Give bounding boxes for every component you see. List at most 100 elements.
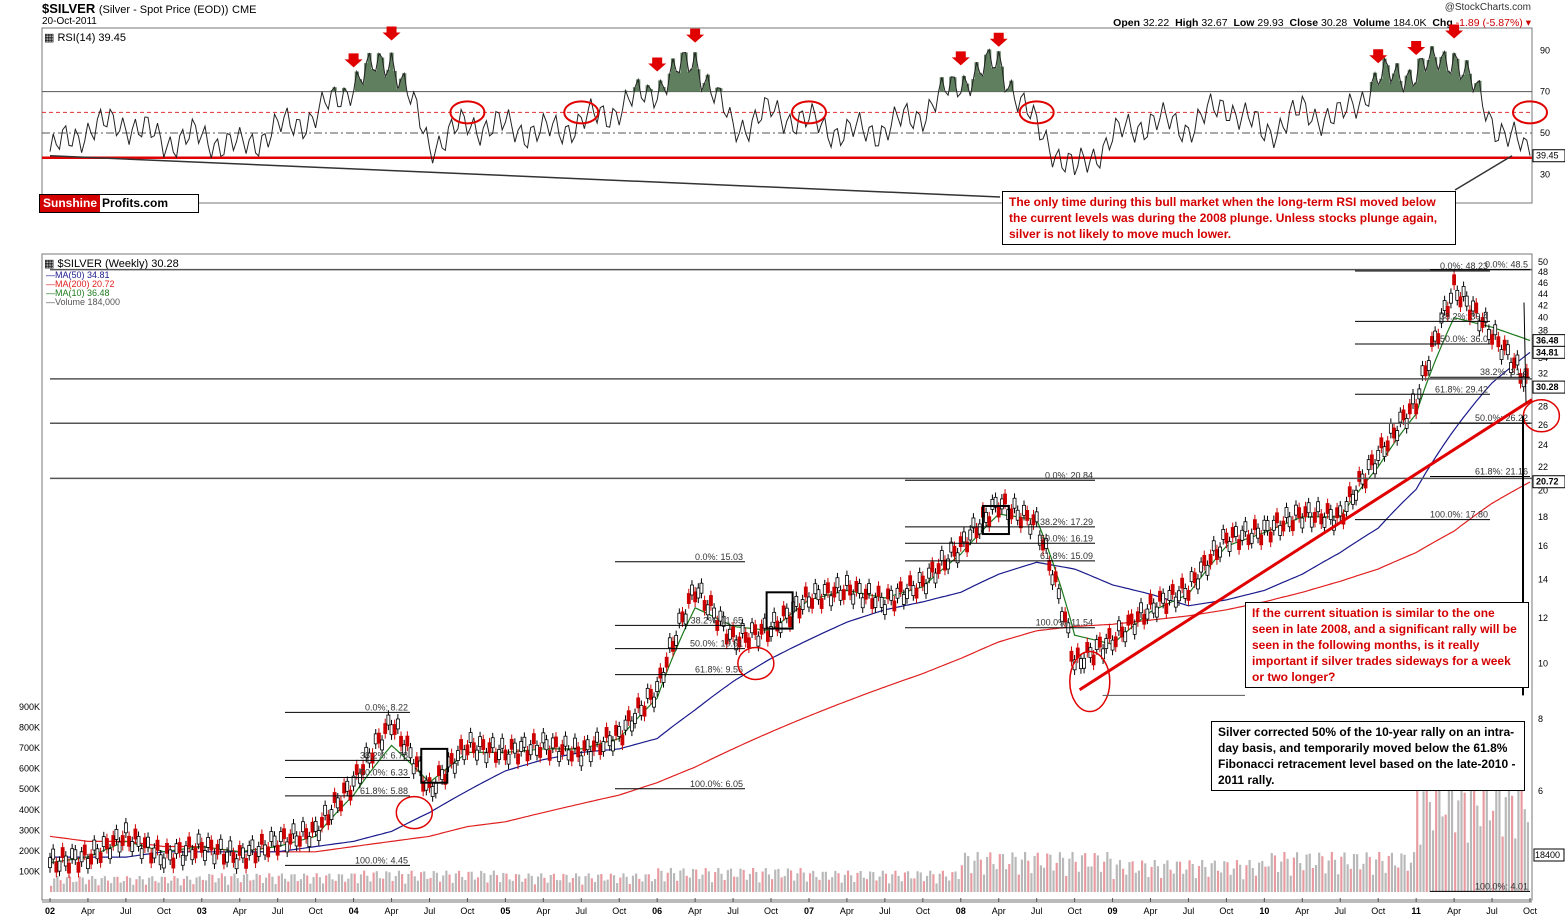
volume-bar (954, 871, 957, 892)
volume-bar (271, 876, 274, 892)
price-candle-body (876, 585, 881, 597)
brand-watermark: @StockCharts.com (1444, 2, 1531, 13)
rsi-highlight-ellipse (1018, 100, 1055, 125)
price-candle-body (550, 737, 555, 749)
price-candle-body (123, 822, 128, 834)
price-candle-body (601, 741, 606, 752)
volume-bar (944, 876, 948, 892)
volume-bar (230, 876, 233, 892)
price-candle-body (917, 572, 922, 583)
price-candle-body (1420, 365, 1425, 377)
volume-bar (420, 872, 423, 892)
volume-bar (938, 873, 941, 892)
price-candle-body (1271, 519, 1276, 531)
volume-bar (337, 874, 340, 892)
price-candle-body (1423, 365, 1428, 377)
fib-label: 38.2%: 6.78 (360, 750, 408, 760)
volume-bar (745, 879, 748, 892)
price-candle-body (73, 849, 78, 861)
price-candle-body (1388, 422, 1393, 434)
price-candle-body (531, 733, 536, 745)
price-candle-body (721, 615, 726, 627)
volume-bar (255, 873, 258, 892)
price-candle-body (1018, 517, 1023, 529)
price-candle-body (386, 714, 391, 726)
volume-bar (1137, 870, 1141, 892)
volume-bar (1207, 876, 1210, 892)
price-candle-body (247, 845, 252, 856)
price-candle-body (1233, 526, 1238, 537)
price-candle-body (1252, 519, 1257, 531)
price-candle-body (547, 749, 552, 761)
volume-tick-label: 700K (19, 743, 40, 753)
price-candle-body (190, 849, 195, 861)
price-candle-body (1003, 493, 1007, 505)
volume-bar (682, 868, 685, 892)
volume-bar (995, 869, 998, 892)
price-candle-body (712, 607, 717, 619)
x-axis: 02 Apr Jul Oct 03 Apr Jul Oct 04 Apr Jul Oct 05 Apr Ju… (42, 898, 1537, 916)
volume-bar (1216, 870, 1220, 892)
volume-bar (1286, 858, 1289, 892)
volume-bar (239, 882, 242, 892)
price-candle-body (611, 740, 615, 752)
price-candle-body (297, 835, 302, 847)
legend-item: —MA(200) 20.72 (46, 279, 115, 289)
volume-bar (1403, 854, 1406, 892)
price-candle-body (829, 595, 834, 607)
volume-bar (280, 873, 284, 892)
price-candle-body (661, 672, 666, 683)
price-candle-body (1458, 296, 1463, 308)
symbol-text: $SILVER (42, 1, 96, 16)
volume-bar (483, 873, 486, 892)
price-candle-body (222, 853, 226, 865)
volume-bar (1422, 791, 1425, 892)
volume-bar (1368, 857, 1371, 892)
x-tick-label: 07 (804, 906, 814, 916)
volume-bar (435, 872, 438, 892)
volume-bar (657, 868, 660, 892)
volume-bar (774, 869, 777, 892)
price-candle-body (617, 726, 622, 738)
x-tick-label: Apr (385, 906, 399, 916)
price-candle-body (1347, 486, 1352, 498)
fib-label: 38.2%: 31.5 (1480, 367, 1528, 377)
chart-date: 20-Oct-2011 (42, 16, 97, 27)
volume-bar (790, 870, 793, 892)
price-candle-body (1139, 602, 1143, 614)
volume-bar (204, 880, 208, 892)
volume-bar (445, 870, 448, 892)
volume-bar (464, 879, 467, 892)
price-candle-body (1287, 516, 1292, 528)
volume-bar (1122, 868, 1125, 892)
price-candle-body (882, 604, 887, 616)
price-candle-body (1275, 512, 1279, 524)
price-candle-body (1316, 501, 1321, 513)
volume-bar (685, 875, 688, 892)
volume-bar (1419, 844, 1422, 892)
volume-bar (1289, 875, 1292, 892)
volume-bar (467, 871, 470, 892)
volume-bar (1036, 852, 1039, 892)
volume-bar (391, 880, 394, 892)
price-candle-body (987, 516, 992, 528)
volume-bar (881, 870, 884, 892)
price-candle-body (946, 558, 951, 570)
volume-bar (1431, 830, 1435, 892)
volume-bar (413, 876, 416, 892)
price-candle-body (645, 687, 650, 699)
price-candle-body (101, 836, 106, 848)
volume-bar (492, 870, 495, 892)
volume-bar (672, 873, 676, 892)
price-candle-body (475, 749, 479, 761)
volume-bar (457, 870, 461, 892)
price-candle-body (180, 854, 185, 866)
volume-bar (1311, 868, 1314, 892)
down-arrow-icon (648, 57, 667, 72)
price-tick-label: 18 (1538, 512, 1548, 522)
volume-bar (223, 876, 227, 892)
price-candle-body (765, 631, 770, 642)
price-candle-body (234, 858, 239, 870)
volume-bar (714, 872, 717, 892)
x-tick-label: 05 (500, 906, 510, 916)
